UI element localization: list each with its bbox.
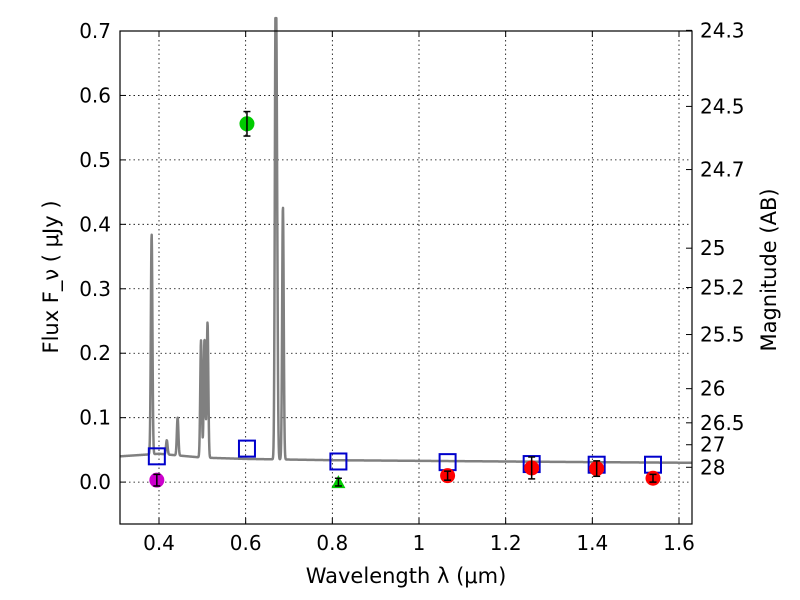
y-tick-label: 0.1 bbox=[79, 406, 111, 430]
y-tick-label: 0.6 bbox=[79, 83, 111, 107]
model-spectrum-line bbox=[118, 16, 694, 465]
x-tick-label: 1.6 bbox=[663, 531, 695, 555]
y-tick-label: 0.0 bbox=[79, 470, 111, 494]
y2-tick-label: 26 bbox=[700, 377, 725, 401]
x-tick-label: 0.8 bbox=[316, 531, 348, 555]
x-axis-label: Wavelength λ (μm) bbox=[306, 564, 507, 588]
y2-tick-label: 25.2 bbox=[700, 275, 745, 299]
y-tick-label: 0.4 bbox=[79, 212, 111, 236]
y-tick-label: 0.7 bbox=[79, 19, 111, 43]
x-tick-label: 0.4 bbox=[143, 531, 175, 555]
y2-tick-label: 27 bbox=[700, 433, 725, 457]
y-tick-label: 0.5 bbox=[79, 148, 111, 172]
y2-tick-label: 26.5 bbox=[700, 411, 745, 435]
y2-tick-label: 25 bbox=[700, 236, 725, 260]
model-photometry-square bbox=[237, 439, 256, 458]
y2-axis-label: Magnitude (AB) bbox=[757, 188, 781, 351]
y2-tick-label: 24.7 bbox=[700, 158, 745, 182]
x-tick-label: 1.4 bbox=[576, 531, 608, 555]
grid-layer bbox=[120, 30, 692, 524]
model-photometry-square bbox=[329, 452, 348, 471]
x-tick-label: 1.2 bbox=[490, 531, 522, 555]
model-photometry-square bbox=[644, 455, 662, 474]
y2-tick-label: 25.5 bbox=[700, 323, 745, 347]
axes-layer: 0.4 0.6 0.8 1 1.2 1.4 1.6 0.0 0.1 0.2 0.3 0.4 0.5 0.6… bbox=[79, 18, 744, 555]
x-tick-label: 0.6 bbox=[230, 531, 262, 555]
y-tick-label: 0.2 bbox=[79, 341, 111, 365]
spectrum-layer bbox=[118, 16, 694, 465]
x-tick-label: 1 bbox=[413, 531, 426, 555]
y2-tick-label: 24.3 bbox=[700, 18, 745, 42]
y2-tick-label: 24.5 bbox=[700, 94, 745, 118]
y-tick-label: 0.3 bbox=[79, 277, 111, 301]
model-photometry-square bbox=[147, 447, 166, 466]
plot-frame bbox=[119, 30, 693, 525]
y2-tick-label: 28 bbox=[700, 455, 725, 479]
y-axis-label: Flux F_ν ( μJy ) bbox=[39, 200, 64, 353]
points-layer bbox=[147, 110, 662, 489]
